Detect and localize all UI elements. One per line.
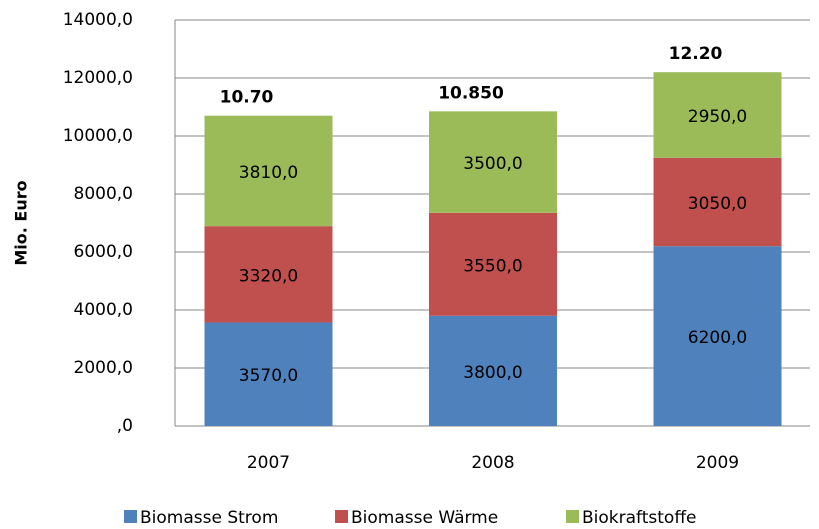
y-tick-label: 8000,0 bbox=[74, 184, 133, 204]
y-tick-label: 10000,0 bbox=[63, 126, 133, 146]
y-tick-label: 14000,0 bbox=[63, 10, 133, 30]
bar-segment bbox=[653, 72, 782, 158]
y-tick-label: 2000,0 bbox=[74, 358, 133, 378]
legend-label: Biomasse Wärme bbox=[351, 508, 498, 528]
value-label: 3050,0 bbox=[688, 194, 747, 214]
value-label: 2950,0 bbox=[688, 107, 747, 127]
value-label: 3320,0 bbox=[239, 266, 298, 286]
bar-segment bbox=[204, 322, 333, 426]
x-tick-label: 2007 bbox=[247, 453, 290, 473]
value-label: 6200,0 bbox=[688, 328, 747, 348]
total-label: 10.850 bbox=[438, 83, 504, 103]
y-axis-label: Mio. Euro bbox=[12, 180, 31, 265]
y-tick-label: ,0 bbox=[117, 416, 133, 436]
value-label: 3550,0 bbox=[463, 256, 522, 276]
y-tick-label: 6000,0 bbox=[74, 242, 133, 262]
bar-segment bbox=[204, 115, 333, 227]
bar-segment bbox=[653, 246, 782, 426]
total-label: 10.70 bbox=[220, 88, 274, 108]
legend-label: Biokraftstoffe bbox=[582, 508, 696, 528]
legend-swatch bbox=[335, 510, 348, 523]
bar-segment bbox=[429, 212, 557, 316]
legend-swatch bbox=[124, 510, 137, 523]
value-label: 3570,0 bbox=[239, 366, 298, 386]
bar-segment bbox=[204, 226, 333, 323]
value-label: 3800,0 bbox=[463, 363, 522, 383]
bar-segment bbox=[429, 315, 557, 426]
bar-segment bbox=[653, 157, 782, 247]
y-tick-label: 4000,0 bbox=[74, 300, 133, 320]
value-label: 3500,0 bbox=[463, 154, 522, 174]
x-tick-label: 2009 bbox=[696, 453, 739, 473]
bar-segment bbox=[429, 111, 557, 213]
legend-label: Biomasse Strom bbox=[140, 508, 278, 528]
x-tick-label: 2008 bbox=[471, 453, 514, 473]
value-label: 3810,0 bbox=[239, 163, 298, 183]
legend-swatch bbox=[566, 510, 579, 523]
y-tick-label: 12000,0 bbox=[63, 68, 133, 88]
total-label: 12.20 bbox=[669, 44, 723, 64]
